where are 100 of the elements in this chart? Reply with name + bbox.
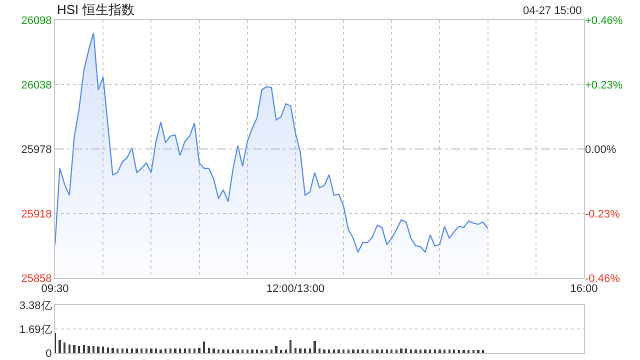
bar: [178, 348, 182, 353]
bar: [419, 349, 422, 353]
bar: [169, 348, 172, 353]
bar: [352, 349, 354, 353]
bar: [78, 346, 80, 353]
bar: [323, 349, 326, 353]
bar: [308, 348, 311, 353]
bar: [126, 348, 128, 353]
bar: [458, 350, 460, 353]
bar: [443, 349, 446, 353]
bar: [198, 348, 200, 353]
bar: [160, 349, 162, 353]
bar: [380, 349, 384, 353]
bar: [241, 349, 244, 353]
bar: [88, 346, 90, 353]
bar: [270, 349, 272, 353]
bar: [73, 345, 76, 353]
bar: [212, 348, 215, 353]
bar: [266, 349, 268, 353]
bar: [164, 348, 167, 353]
bar: [356, 349, 360, 353]
bar: [376, 349, 378, 353]
y-tick-label: 3.38亿: [19, 300, 52, 312]
bar: [362, 349, 364, 353]
bar: [58, 340, 61, 353]
bar: [304, 348, 306, 353]
bar: [203, 342, 206, 353]
bar: [462, 350, 465, 353]
bar: [404, 348, 408, 353]
bar: [342, 349, 345, 353]
bar: [106, 347, 109, 353]
bar: [328, 349, 330, 353]
y2-tick-label: +0.46%: [585, 14, 623, 27]
bar: [256, 349, 258, 353]
bar: [82, 345, 85, 353]
bar: [112, 348, 114, 353]
y-tick-label: 25978: [21, 144, 52, 156]
bar: [140, 348, 143, 353]
y2-tick-label: +0.23%: [585, 79, 623, 92]
x-tick-label: 09:30: [41, 283, 69, 296]
x-tick-label: 12:00/13:00: [266, 283, 325, 296]
bar: [438, 349, 441, 353]
bar: [130, 348, 134, 353]
bar: [395, 349, 398, 353]
bar: [290, 340, 292, 353]
bar: [294, 348, 297, 353]
bar: [275, 346, 278, 353]
bar: [477, 350, 480, 353]
bar: [251, 349, 254, 353]
bar: [318, 348, 321, 353]
bar: [371, 349, 374, 353]
bar: [299, 348, 302, 353]
bar: [448, 349, 450, 353]
bar: [338, 349, 340, 353]
bar: [347, 349, 350, 353]
bar: [284, 349, 287, 353]
bar: [246, 349, 248, 353]
bar: [145, 348, 148, 353]
y-tick-label: 1.69亿: [19, 324, 52, 336]
bar: [97, 346, 100, 353]
bar: [188, 348, 191, 353]
y2-tick-label: -0.46%: [585, 272, 620, 285]
bar: [453, 349, 456, 353]
bar: [116, 348, 119, 353]
y-tick-label: 25858: [21, 272, 52, 285]
bar: [482, 350, 484, 353]
text: 04-27 15:00: [523, 5, 582, 17]
bar: [232, 349, 234, 353]
bar: [236, 349, 239, 353]
bar: [121, 348, 124, 353]
bar: [424, 349, 426, 353]
bar: [260, 350, 263, 353]
bar: [332, 349, 336, 353]
bar: [468, 350, 470, 353]
bar: [366, 349, 369, 353]
bar: [222, 349, 224, 353]
bar: [390, 349, 393, 353]
bar: [217, 349, 220, 353]
bar: [92, 346, 95, 353]
bar: [150, 348, 152, 353]
x-tick-label: 16:00: [570, 283, 598, 296]
chart-title: HSI 恒生指数: [57, 2, 134, 17]
y-tick-label: 25918: [21, 208, 52, 220]
bar: [400, 348, 402, 353]
bar: [472, 350, 474, 353]
bar: [193, 348, 196, 353]
bar: [208, 348, 210, 353]
bar: [410, 349, 412, 353]
bar: [154, 348, 158, 353]
bar: [174, 348, 176, 353]
y-tick-label: 0: [46, 348, 52, 360]
bar: [314, 340, 316, 353]
bar: [414, 349, 417, 353]
y-tick-label: 26098: [21, 14, 52, 27]
bar: [280, 350, 282, 353]
bar: [184, 348, 186, 353]
bar: [227, 349, 230, 353]
bar: [68, 344, 71, 353]
y2-tick-label: -0.23%: [585, 208, 620, 220]
bar: [136, 348, 138, 353]
